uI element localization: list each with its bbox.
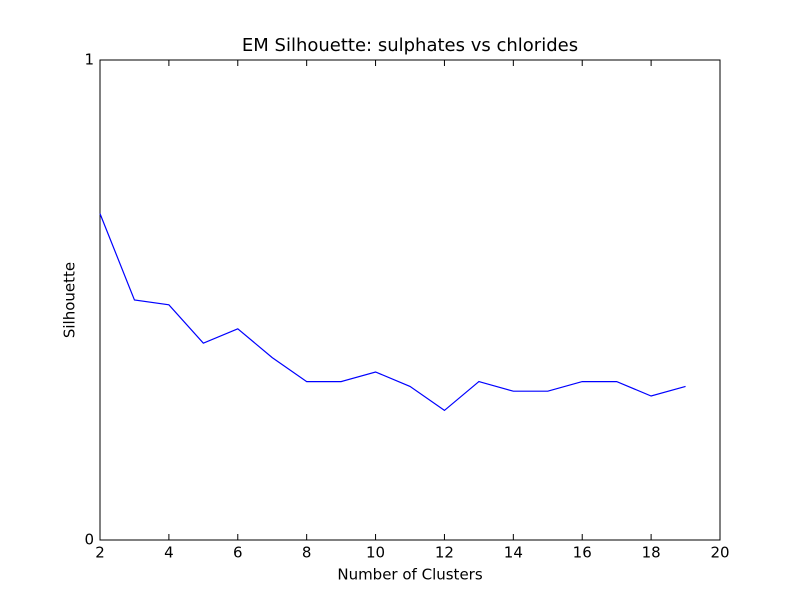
x-tick-label: 4: [164, 544, 174, 562]
y-tick-label: 1: [84, 51, 94, 69]
x-tick-label: 20: [710, 544, 729, 562]
x-tick-label: 8: [302, 544, 312, 562]
x-tick-label: 6: [233, 544, 243, 562]
x-axis-label: Number of Clusters: [337, 566, 482, 584]
x-tick-label: 14: [504, 544, 523, 562]
chart-title: EM Silhouette: sulphates vs chlorides: [242, 35, 578, 56]
x-tick-label: 12: [435, 544, 454, 562]
line-series: [99, 213, 686, 412]
y-tick-label: 0: [84, 531, 94, 549]
x-tick-label: 10: [366, 544, 385, 562]
plot-frame: [99, 59, 721, 541]
x-tick-label: 16: [573, 544, 592, 562]
y-axis-label: Silhouette: [61, 262, 79, 338]
x-tick-label: 2: [95, 544, 105, 562]
x-tick-label: 18: [642, 544, 661, 562]
